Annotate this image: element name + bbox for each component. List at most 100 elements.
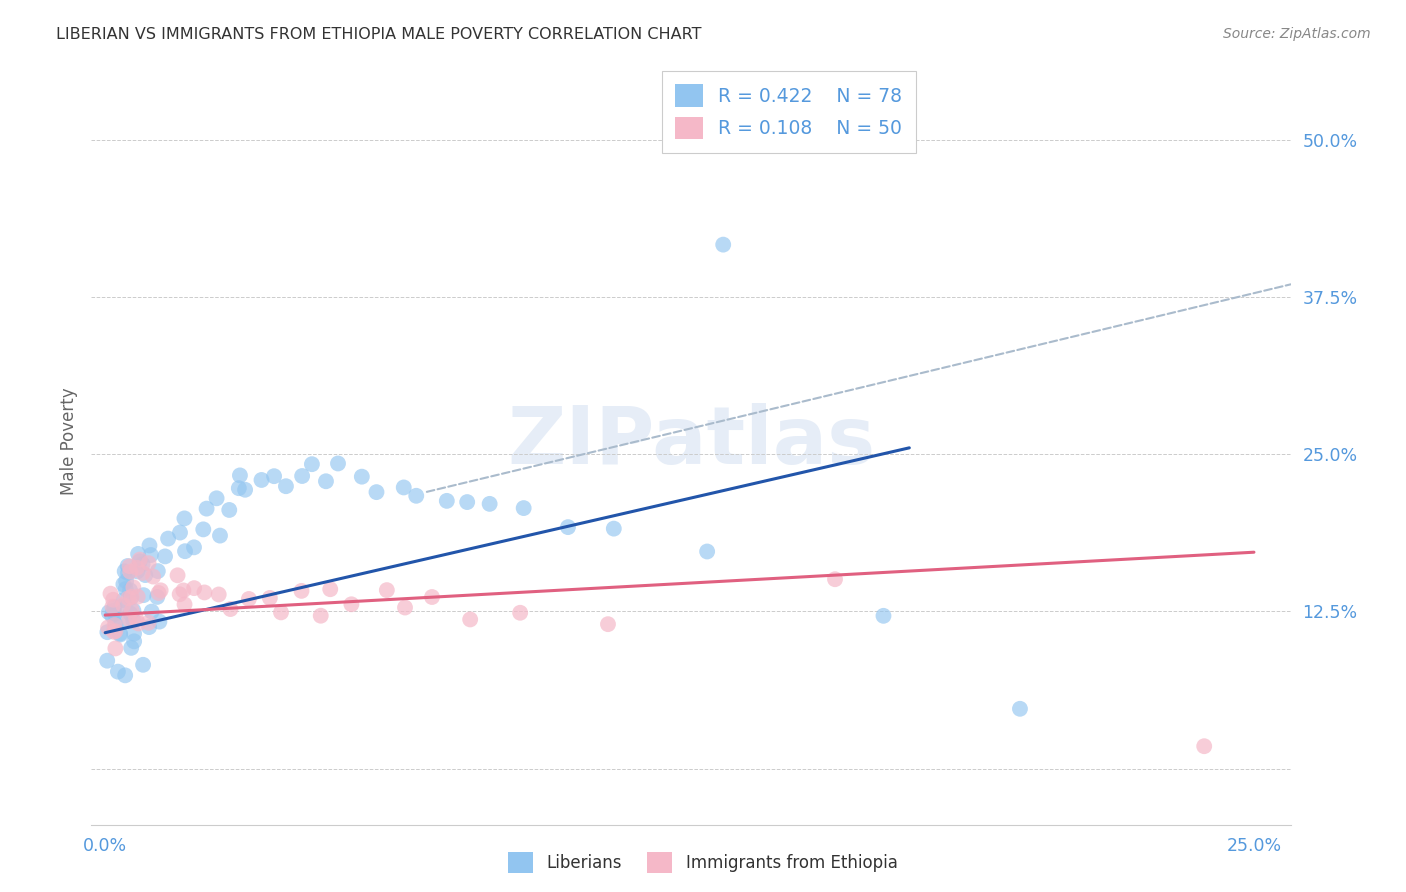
Point — [96, 625, 118, 640]
Point — [173, 598, 195, 612]
Point — [103, 600, 125, 615]
Point — [458, 612, 481, 626]
Point — [319, 582, 342, 597]
Point — [127, 565, 149, 579]
Point — [340, 597, 363, 611]
Point — [315, 475, 337, 489]
Point — [173, 511, 195, 525]
Point — [456, 495, 478, 509]
Point — [132, 588, 155, 602]
Point — [696, 544, 718, 558]
Point — [104, 617, 127, 632]
Point — [114, 668, 136, 682]
Point — [97, 605, 120, 619]
Point — [270, 606, 292, 620]
Point — [121, 590, 143, 604]
Point — [394, 600, 416, 615]
Point — [138, 556, 160, 570]
Point — [125, 611, 148, 625]
Point — [120, 583, 142, 598]
Point — [596, 617, 619, 632]
Point — [149, 583, 172, 598]
Point — [228, 481, 250, 495]
Point — [96, 654, 118, 668]
Point — [107, 665, 129, 679]
Point — [118, 612, 141, 626]
Point — [148, 615, 170, 629]
Legend: R = 0.422    N = 78, R = 0.108    N = 50: R = 0.422 N = 78, R = 0.108 N = 50 — [662, 71, 915, 153]
Point — [100, 587, 122, 601]
Point — [122, 614, 145, 628]
Point — [138, 620, 160, 634]
Point — [104, 607, 127, 621]
Point — [120, 640, 142, 655]
Point — [205, 491, 228, 506]
Point — [366, 485, 388, 500]
Point — [141, 605, 163, 619]
Point — [120, 565, 142, 579]
Point — [259, 591, 281, 605]
Text: LIBERIAN VS IMMIGRANTS FROM ETHIOPIA MALE POVERTY CORRELATION CHART: LIBERIAN VS IMMIGRANTS FROM ETHIOPIA MAL… — [56, 27, 702, 42]
Point — [263, 469, 285, 483]
Point — [195, 501, 218, 516]
Point — [250, 473, 273, 487]
Point — [405, 489, 427, 503]
Point — [148, 586, 170, 600]
Point — [872, 608, 894, 623]
Point — [103, 624, 125, 639]
Point — [436, 494, 458, 508]
Point — [174, 544, 197, 558]
Point — [122, 580, 145, 594]
Legend: Liberians, Immigrants from Ethiopia: Liberians, Immigrants from Ethiopia — [502, 846, 904, 880]
Point — [114, 564, 136, 578]
Point — [103, 592, 125, 607]
Y-axis label: Male Poverty: Male Poverty — [59, 388, 77, 495]
Point — [208, 587, 231, 601]
Point — [112, 598, 135, 612]
Point — [183, 581, 205, 595]
Point — [420, 590, 443, 604]
Point — [112, 577, 135, 591]
Point — [101, 599, 124, 614]
Point — [120, 607, 142, 621]
Point — [120, 591, 142, 605]
Point — [711, 237, 734, 252]
Point — [128, 554, 150, 568]
Point — [166, 568, 188, 582]
Text: ZIPatlas: ZIPatlas — [508, 402, 875, 481]
Point — [122, 603, 145, 617]
Point — [218, 503, 240, 517]
Point — [509, 606, 531, 620]
Point — [229, 468, 252, 483]
Point — [290, 583, 312, 598]
Point — [301, 457, 323, 471]
Point — [172, 583, 194, 598]
Point — [110, 627, 132, 641]
Point — [350, 469, 373, 483]
Point — [103, 618, 125, 632]
Point — [193, 522, 215, 536]
Point — [138, 615, 160, 630]
Point — [128, 552, 150, 566]
Point — [108, 626, 131, 640]
Point — [101, 608, 124, 623]
Point — [139, 548, 162, 562]
Point — [157, 532, 180, 546]
Point — [104, 641, 127, 656]
Point — [1008, 702, 1031, 716]
Point — [121, 603, 143, 617]
Point — [131, 558, 153, 572]
Point — [142, 569, 165, 583]
Point — [97, 620, 120, 634]
Point — [117, 591, 139, 606]
Point — [326, 457, 349, 471]
Point — [824, 572, 846, 586]
Point — [183, 541, 205, 555]
Point — [132, 657, 155, 672]
Point — [104, 624, 127, 639]
Point — [169, 587, 191, 601]
Point — [134, 568, 156, 582]
Point — [392, 480, 415, 494]
Point — [603, 522, 626, 536]
Point — [512, 501, 534, 516]
